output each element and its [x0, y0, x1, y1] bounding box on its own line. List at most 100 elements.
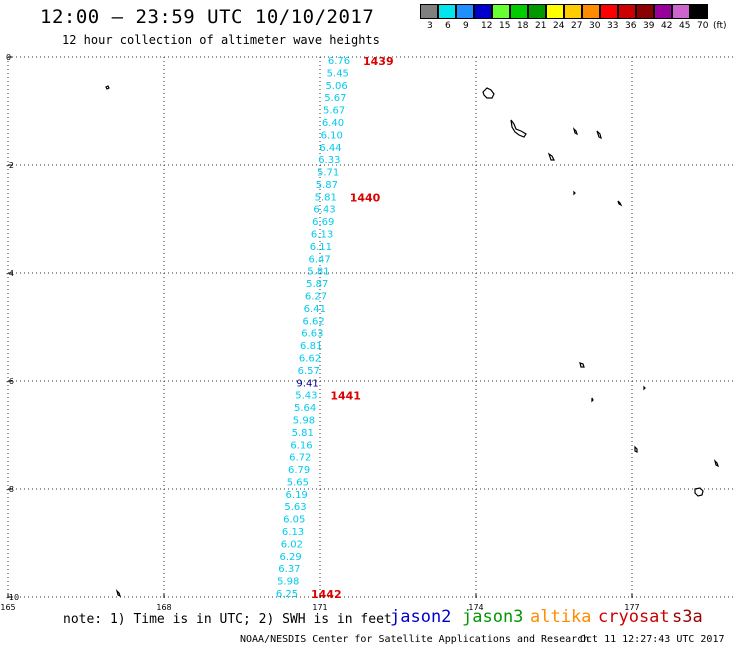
legend-swatch	[600, 4, 618, 19]
legend-swatch	[492, 4, 510, 19]
wave-height-label: 5.81	[315, 192, 337, 203]
x-tick-label: 171	[312, 603, 327, 612]
legend-label: 33	[607, 21, 619, 31]
y-tick-label: -10	[6, 593, 19, 602]
legend-cell: 42	[654, 4, 673, 36]
island-outline	[547, 152, 555, 161]
pass-number-label: 1442	[311, 588, 342, 601]
legend-label: 27	[571, 21, 583, 31]
legend-swatch	[438, 4, 456, 19]
island-outline	[591, 397, 594, 403]
legend-cell: 12	[474, 4, 493, 36]
x-tick-label: 174	[468, 603, 483, 612]
x-tick-label: 165	[0, 603, 15, 612]
legend-label: 6	[445, 21, 451, 31]
legend-label: 21	[535, 21, 547, 31]
island-outline	[572, 127, 579, 136]
island-outline	[596, 130, 602, 140]
legend-cell: 36	[618, 4, 637, 36]
wave-height-label: 6.29	[279, 552, 301, 563]
legend-swatch	[474, 4, 492, 19]
legend-cell: 30	[582, 4, 601, 36]
wave-height-label: 6.81	[300, 341, 322, 352]
legend-cell: 21	[528, 4, 547, 36]
island-outline	[694, 487, 704, 497]
generated-timestamp: Oct 11 12:27:43 UTC 2017	[580, 634, 725, 645]
legend-swatch	[582, 4, 600, 19]
legend-label: 3	[427, 21, 433, 31]
legend-cell: 18	[510, 4, 529, 36]
wave-height-label: 6.76	[328, 56, 350, 67]
lat-lon-grid	[7, 56, 733, 598]
legend-label: 42	[661, 21, 673, 31]
legend-cell: 3	[420, 4, 439, 36]
wave-height-label: 6.05	[283, 515, 305, 526]
x-tick-label: 168	[156, 603, 171, 612]
legend-swatch	[690, 4, 708, 19]
legend-cell: 6	[438, 4, 457, 36]
wave-height-label: 6.62	[299, 353, 321, 364]
page-subtitle: 12 hour collection of altimeter wave hei…	[62, 33, 380, 47]
legend-cell: 70	[690, 4, 709, 36]
pass-labels: 1439 1440 1441 1442	[311, 55, 394, 601]
legend-cell: 9	[456, 4, 475, 36]
wave-height-label: 6.63	[301, 329, 323, 340]
credit-text: NOAA/NESDIS Center for Satellite Applica…	[240, 634, 590, 645]
wave-height-label: 5.67	[323, 106, 345, 117]
wave-height-label: 5.64	[294, 403, 316, 414]
wave-height-label: 6.13	[311, 230, 333, 241]
legend-label: 36	[625, 21, 637, 31]
wave-height-label: 5.87	[306, 279, 328, 290]
pass-number-label: 1439	[363, 55, 394, 68]
legend-swatch	[528, 4, 546, 19]
island-outline	[115, 589, 122, 598]
legend-swatch	[420, 4, 438, 19]
wave-height-label: 5.81	[292, 428, 314, 439]
island-outline	[713, 459, 720, 468]
wave-height-label: 5.43	[295, 391, 317, 402]
island-outline	[634, 445, 638, 453]
legend-cell: 24	[546, 4, 565, 36]
wave-height-label: 6.69	[312, 217, 334, 228]
wave-height-label: 6.41	[304, 304, 326, 315]
legend-label: 70	[697, 21, 709, 31]
wave-height-label: 6.27	[305, 292, 327, 303]
legend-cell: 15	[492, 4, 511, 36]
island-outline	[573, 190, 576, 196]
wave-height-label: 5.98	[277, 577, 299, 588]
legend-label: 15	[499, 21, 511, 31]
wave-height-label: 5.67	[324, 93, 346, 104]
island-outline	[105, 85, 110, 90]
wave-height-label: 6.25	[276, 589, 298, 600]
footer-note: note: 1) Time is in UTC; 2) SWH is in fe…	[63, 612, 392, 627]
wave-height-label: 6.43	[313, 205, 335, 216]
satellite-track: 6.765.455.065.675.676.406.106.446.335.71…	[276, 56, 350, 600]
wave-height-label: 6.10	[321, 130, 343, 141]
legend-cell: 33	[600, 4, 619, 36]
legend-cell: 39	[636, 4, 655, 36]
wave-height-label: 6.16	[290, 440, 312, 451]
legend-cell: 27	[564, 4, 583, 36]
wave-height-label: 6.47	[309, 254, 331, 265]
satellite-label-altika: altika	[530, 607, 592, 627]
wave-height-label: 6.13	[282, 527, 304, 538]
wave-height-label: 6.37	[278, 564, 300, 575]
legend-swatch	[456, 4, 474, 19]
wave-height-label: 5.71	[317, 168, 339, 179]
legend-swatch	[636, 4, 654, 19]
wave-height-label: 9.41	[296, 378, 318, 389]
satellite-label-jason2: jason2	[390, 607, 452, 627]
wave-height-label: 5.63	[284, 502, 306, 513]
wave-height-label: 6.40	[322, 118, 344, 129]
island-outline	[579, 362, 585, 368]
legend-swatch	[618, 4, 636, 19]
x-tick-label: 177	[624, 603, 639, 612]
wave-height-label: 5.98	[293, 415, 315, 426]
pass-number-label: 1441	[330, 390, 361, 403]
satellite-label-jason3: jason3	[462, 607, 524, 627]
legend-label: 39	[643, 21, 655, 31]
satellite-label-cryosat: cryosat	[598, 607, 670, 627]
